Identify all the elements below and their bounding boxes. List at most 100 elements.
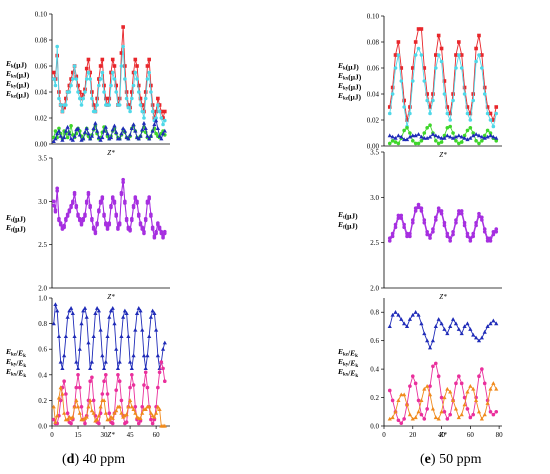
data-point [416, 398, 421, 403]
data-point [468, 126, 473, 130]
data-point [138, 308, 143, 313]
data-point [474, 223, 478, 228]
data-point [79, 321, 84, 326]
data-point [74, 398, 79, 402]
data-point [81, 308, 86, 313]
data-point [95, 222, 99, 227]
data-point [107, 315, 112, 319]
data-point [77, 347, 82, 351]
data-point [70, 137, 75, 142]
data-point [445, 234, 450, 239]
data-point [454, 66, 458, 70]
data-point [55, 186, 60, 191]
data-point [135, 64, 139, 68]
data-point [156, 103, 160, 107]
data-point [141, 353, 147, 358]
data-point [68, 306, 74, 310]
data-point [60, 391, 65, 396]
x-axis-label: Z* [107, 431, 115, 439]
y-tick-label: 0.02 [367, 117, 380, 125]
data-point [162, 109, 167, 114]
data-point [390, 134, 395, 139]
data-point [431, 92, 435, 96]
data-point [387, 133, 392, 138]
data-point [408, 234, 412, 239]
data-point [390, 234, 395, 239]
data-point [135, 201, 139, 205]
data-point [404, 137, 410, 142]
data-point [402, 137, 407, 142]
data-point [147, 70, 151, 75]
data-point [122, 128, 127, 133]
data-point [88, 398, 93, 402]
data-point [149, 214, 153, 218]
data-point [65, 417, 70, 422]
data-point [459, 331, 464, 336]
data-point [97, 209, 101, 214]
data-point [390, 85, 395, 90]
data-point [485, 128, 490, 133]
data-point [159, 116, 164, 120]
data-point [114, 83, 119, 88]
data-point [439, 395, 444, 400]
data-point [159, 360, 164, 364]
data-point [442, 92, 447, 96]
data-point [123, 64, 127, 68]
data-point [387, 141, 392, 146]
y-tick-label: 0.4 [38, 371, 47, 379]
data-point [119, 131, 124, 136]
data-point [103, 124, 108, 129]
panel-d-mid: 2.0 2.5 3.0 3.5 Z* Et(μJ)Ef(μJ) [5, 155, 170, 301]
data-point [410, 220, 415, 225]
data-point [108, 135, 114, 140]
data-point [468, 111, 473, 116]
data-point [133, 128, 138, 133]
data-point [494, 229, 499, 234]
data-point [468, 118, 473, 122]
data-point [436, 209, 441, 213]
data-point [154, 327, 159, 332]
data-point [416, 141, 421, 146]
data-point [145, 134, 150, 138]
data-point [448, 111, 452, 116]
data-point [491, 381, 496, 385]
data-point [462, 133, 467, 138]
data-point [457, 209, 461, 213]
data-point [453, 134, 459, 139]
data-point [90, 90, 94, 94]
data-point [114, 408, 119, 413]
data-point [136, 83, 141, 88]
data-point [434, 66, 438, 70]
data-point [81, 218, 86, 223]
data-point [133, 57, 138, 62]
data-point [454, 53, 458, 57]
data-point [465, 137, 470, 142]
data-point [102, 83, 106, 88]
panel-d-bot: 0.0 0.2 0.4 0.6 0.8 1.0 0 15 30 45 60 Z* Ekz/EkEky/E… [5, 295, 170, 439]
data-point [387, 105, 392, 109]
data-point [53, 136, 58, 141]
data-point [451, 131, 455, 135]
data-point [456, 133, 461, 138]
data-point [494, 386, 499, 391]
data-point [91, 334, 96, 338]
data-point [473, 132, 479, 136]
data-point [407, 412, 413, 417]
data-point [102, 214, 106, 218]
y-tick-label: 0.08 [35, 37, 48, 45]
data-point [159, 231, 164, 236]
data-point [402, 417, 406, 421]
data-point [408, 131, 412, 135]
data-point [152, 122, 157, 127]
y-tick-label: 0.02 [35, 115, 48, 123]
data-point [428, 236, 432, 240]
data-point [396, 53, 401, 57]
data-point [135, 77, 139, 81]
data-point [126, 334, 131, 338]
data-point [477, 374, 481, 379]
data-point [112, 77, 117, 81]
data-point [156, 385, 160, 390]
data-point [110, 57, 115, 62]
data-point [459, 412, 464, 417]
data-point [131, 383, 136, 387]
